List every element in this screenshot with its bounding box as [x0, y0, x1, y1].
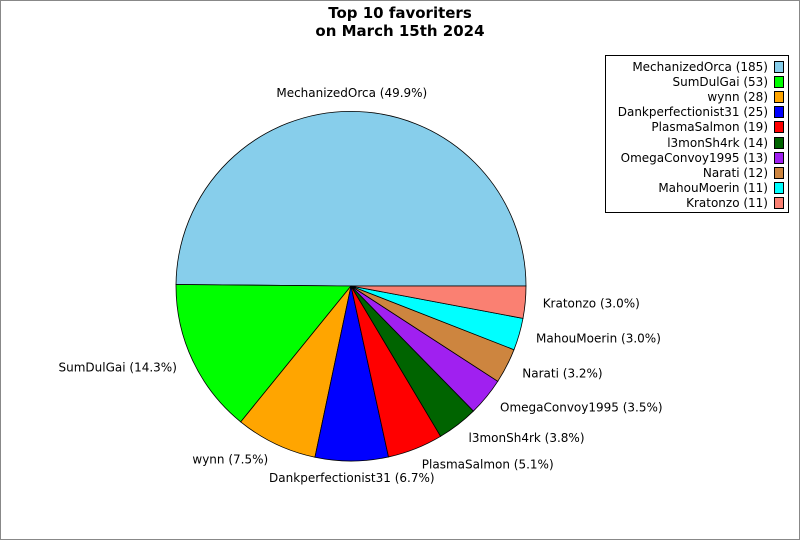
pie-slice-mechanizedorca: [175, 110, 527, 287]
legend-swatch: [774, 61, 784, 73]
legend-swatch: [774, 181, 784, 194]
pie-label-l3monsh4rk: l3monSh4rk (3.8%): [469, 431, 585, 445]
legend-label: Narati (12): [702, 165, 768, 180]
pie-label-narati: Narati (3.2%): [522, 366, 602, 380]
legend-label: SumDulGai (53): [672, 75, 768, 90]
pie-labels: MechanizedOrca (49.9%) SumDulGai (14.3%) w…: [59, 86, 663, 485]
legend-swatch: [774, 76, 784, 89]
legend-swatch: [774, 106, 784, 119]
legend-item-kratonzo: Kratonzo (11): [686, 196, 784, 210]
chart-title-line-1: Top 10 favoriters: [328, 4, 472, 22]
legend-item-wynn: wynn (28): [707, 90, 784, 104]
legend-item-dankperfectionist31: Dankperfectionist31 (25): [618, 105, 784, 119]
pie-label-mechanizedorca: MechanizedOrca (49.9%): [276, 86, 427, 100]
pie-label-dankperfectionist31: Dankperfectionist31 (6.7%): [269, 471, 435, 485]
legend-label: PlasmaSalmon (19): [651, 120, 768, 135]
legend-label: OmegaConvoy1995 (13): [620, 150, 768, 165]
pie-slice-sumdulgai: [175, 284, 352, 423]
legend-swatch: [774, 166, 784, 179]
legend-label: MechanizedOrca (185): [632, 60, 768, 74]
legend-label: MahouMoerin (11): [658, 180, 768, 195]
pie-label-plasmasalmon: PlasmaSalmon (5.1%): [422, 458, 554, 472]
legend-label: l3monSh4rk (14): [667, 135, 768, 150]
chart-title-line-2: on March 15th 2024: [315, 22, 485, 40]
pie-label-omegaconvoy1995: OmegaConvoy1995 (3.5%): [500, 400, 663, 414]
pie-slice-kratonzo: [350, 285, 527, 319]
legend-swatch: [774, 91, 784, 104]
legend-label: wynn (28): [707, 90, 768, 105]
pie-label-wynn: wynn (7.5%): [192, 452, 268, 466]
legend-item-omegaconvoy1995: OmegaConvoy1995 (13): [621, 151, 784, 165]
legend-item-l3monsh4rk: l3monSh4rk (14): [667, 136, 784, 150]
pie-label-sumdulgai: SumDulGai (14.3%): [59, 361, 177, 375]
pie-label-mahoumoerin: MahouMoerin (3.0%): [536, 332, 661, 346]
legend-swatch: [774, 151, 784, 164]
pie-slices: [175, 110, 527, 462]
legend: MechanizedOrca (185) SumDulGai (53) wynn (…: [605, 55, 789, 213]
legend-swatch: [774, 136, 784, 149]
pie-label-kratonzo: Kratonzo (3.0%): [543, 296, 640, 310]
chart-title: Top 10 favoriters on March 15th 2024: [1, 4, 799, 40]
legend-item-mechanizedorca: MechanizedOrca (185): [632, 60, 784, 74]
legend-item-sumdulgai: SumDulGai (53): [672, 75, 784, 89]
legend-label: Dankperfectionist31 (25): [617, 105, 768, 120]
legend-label: Kratonzo (11): [686, 195, 768, 210]
legend-swatch: [774, 121, 784, 134]
legend-item-plasmasalmon: PlasmaSalmon (19): [651, 120, 784, 134]
legend-item-mahoumoerin: MahouMoerin (11): [658, 181, 784, 195]
legend-item-narati: Narati (12): [703, 166, 784, 180]
legend-swatch: [774, 196, 784, 209]
